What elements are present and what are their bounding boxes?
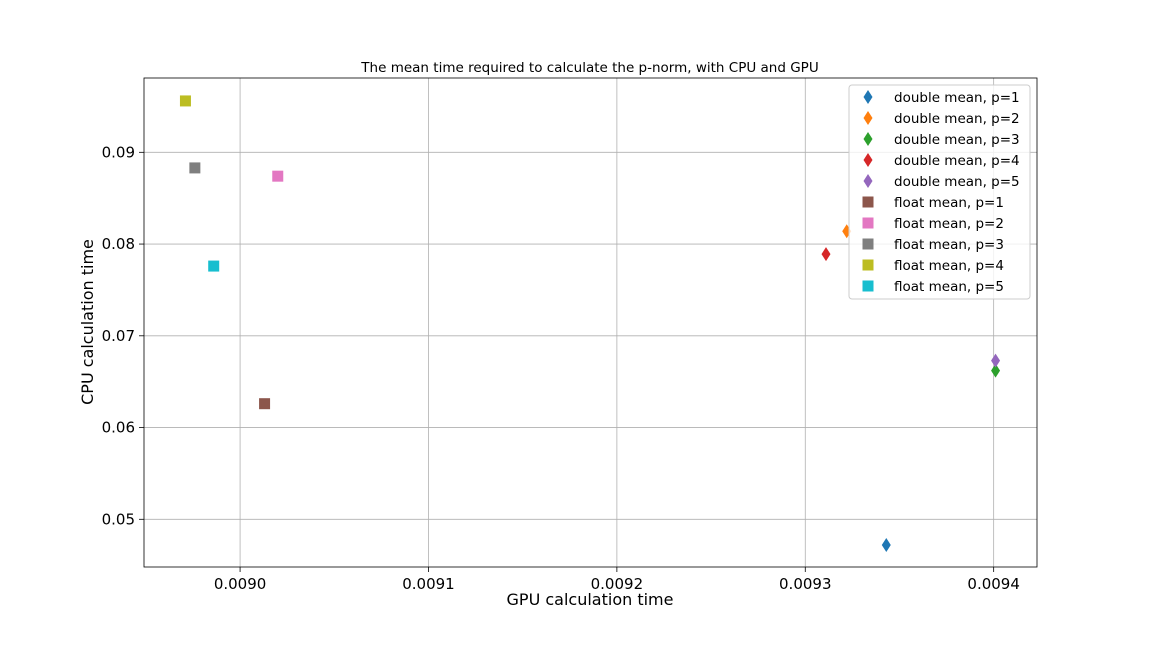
legend-entry-label: float mean, p=3	[894, 237, 1004, 253]
legend-marker	[862, 238, 874, 250]
legend-entry-label: float mean, p=1	[894, 195, 1004, 211]
legend-marker	[862, 196, 874, 208]
data-point	[821, 247, 831, 262]
legend-entry-label: double mean, p=3	[894, 132, 1020, 148]
data-point	[272, 170, 284, 182]
legend-box	[848, 84, 1031, 300]
plot-area-frame	[143, 77, 1038, 568]
y-tick-label: 0.09	[102, 143, 135, 161]
x-tick-label: 0.0091	[402, 575, 455, 593]
legend-entry-label: float mean, p=5	[894, 279, 1004, 295]
legend-marker	[863, 153, 873, 167]
y-tick-label: 0.06	[102, 419, 135, 437]
legend-marker	[863, 111, 873, 125]
legend-marker	[863, 174, 873, 188]
legend-entry-label: double mean, p=2	[894, 111, 1020, 127]
legend-entry-label: double mean, p=5	[894, 174, 1020, 190]
legend-entry-label: double mean, p=1	[894, 90, 1020, 106]
data-point	[881, 537, 891, 552]
x-tick-label: 0.0093	[779, 575, 832, 593]
legend-marker	[862, 259, 874, 271]
data-points	[179, 95, 1001, 552]
y-tick-label: 0.05	[102, 510, 135, 528]
x-tick-label: 0.0094	[967, 575, 1020, 593]
data-point	[208, 260, 220, 272]
legend-marker	[862, 217, 874, 229]
data-point	[189, 162, 201, 174]
legend-marker	[863, 132, 873, 146]
legend-marker	[863, 90, 873, 104]
legend-entry-label: double mean, p=4	[894, 153, 1020, 169]
legend: double mean, p=1 double mean, p=2 double m…	[848, 84, 1031, 300]
data-point	[991, 363, 1001, 378]
legend-entry-label: float mean, p=4	[894, 258, 1004, 274]
y-tick-label: 0.07	[102, 327, 135, 345]
legend-marker	[862, 280, 874, 292]
x-tick-label: 0.0090	[214, 575, 267, 593]
y-tick-label: 0.08	[102, 235, 135, 253]
data-point	[179, 95, 191, 107]
legend-entry-label: float mean, p=2	[894, 216, 1004, 232]
x-axis-label: GPU calculation time	[507, 590, 674, 609]
data-point	[991, 353, 1001, 368]
x-tick-label: 0.0092	[591, 575, 644, 593]
y-axis-label: CPU calculation time	[78, 239, 97, 405]
axis-ticks: 0.0090 0.0091 0.0092 0.0093 0.0094 0.05 0.06 0.…	[102, 143, 1020, 593]
data-point	[259, 398, 271, 410]
chart-title: The mean time required to calculate the …	[360, 60, 818, 76]
